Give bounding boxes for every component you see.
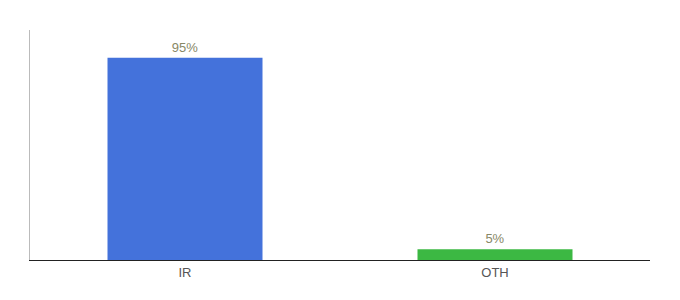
svg-text:IR: IR [179, 265, 192, 280]
svg-text:95%: 95% [172, 40, 198, 55]
svg-text:5%: 5% [485, 231, 504, 246]
svg-text:OTH: OTH [481, 265, 508, 280]
